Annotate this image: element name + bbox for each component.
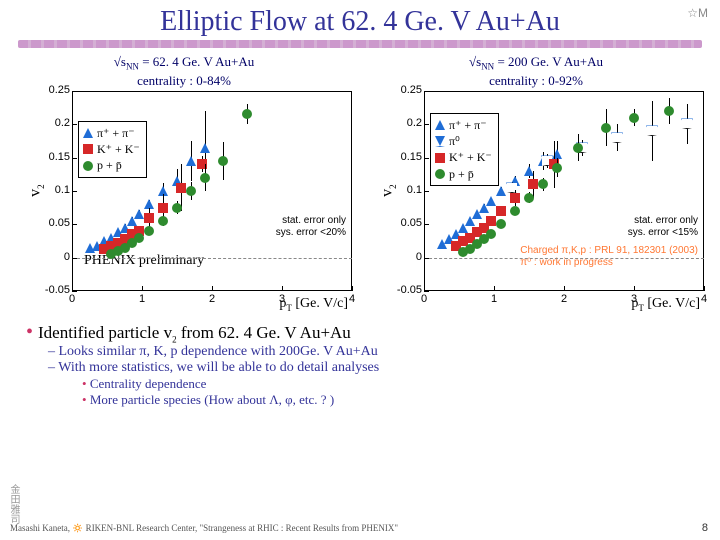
right-plot: π⁺ + π⁻π⁰K⁺ + K⁻p + p̄ stat. error onlys… [424,91,704,291]
footer: Masashi Kaneta, 🔅 RIKEN-BNL Research Cen… [10,523,398,534]
sub2-bullet-b: More particle species (How about Λ, φ, e… [82,392,694,408]
charts-row: √sNN = 62. 4 Ge. V Au+Au centrality : 0-… [0,54,720,311]
energy-label: = 62. 4 Ge. V Au+Au [139,54,254,69]
right-xlabel: pT [Ge. V/c] [631,296,700,313]
left-stat-note: stat. error onlysys. error <20% [276,215,346,239]
sub2-bullet-a: Centrality dependence [82,376,694,392]
sub-bullet-2: With more statistics, we will be able to… [48,360,694,376]
right-plot-area: v2 π⁺ + π⁻π⁰K⁺ + K⁻p + p̄ stat. error on… [394,91,704,311]
page-number: 8 [702,522,708,534]
page-title: Elliptic Flow at 62. 4 Ge. V Au+Au [0,0,720,40]
cjk-signature: 金田雅司 [6,484,21,524]
phenix-preliminary: PHENIX preliminary [84,253,204,269]
sqrt-s: √s [114,54,126,69]
top-divider [18,40,702,48]
bullet-list: Identified particle v2 from 62. 4 Ge. V … [0,311,720,408]
right-chart: √sNN = 200 Ge. V Au+Au centrality : 0-92… [366,54,706,311]
left-plot-area: v2 π⁺ + π⁻K⁺ + K⁻p + p̄ stat. error only… [42,91,352,311]
left-xlabel: pT [Ge. V/c] [279,296,348,313]
nn-sub: NN [126,62,139,72]
left-chart: √sNN = 62. 4 Ge. V Au+Au centrality : 0-… [14,54,354,311]
left-plot: π⁺ + π⁻K⁺ + K⁻p + p̄ stat. error onlysys… [72,91,352,291]
right-stat-note: stat. error onlysys. error <15% [628,215,698,239]
main-bullet: Identified particle v2 from 62. 4 Ge. V … [26,321,694,344]
left-legend: π⁺ + π⁻K⁺ + K⁻p + p̄ [78,121,147,178]
right-legend: π⁺ + π⁻π⁰K⁺ + K⁻p + p̄ [430,113,499,186]
logo: ☆M [687,6,708,20]
sub-bullet-1: Looks similar π, K, p dependence with 20… [48,344,694,360]
centrality-label: centrality : 0-84% [137,73,231,88]
